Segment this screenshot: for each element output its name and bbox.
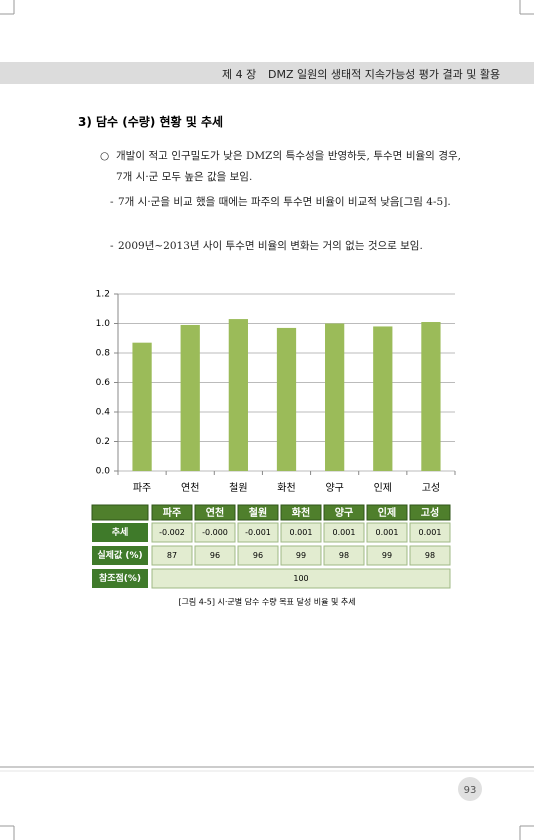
x-tick-label: 연천 [181,482,199,494]
page-number: 93 [464,785,477,796]
table-cell-text: 87 [167,551,177,560]
table-cell-text: 99 [382,551,392,560]
bullet: - [110,196,114,208]
table-cell [237,522,279,543]
bar [276,327,297,471]
bar [325,323,345,471]
x-tick-label: 철원 [229,482,247,494]
table-header: 철원 [249,506,267,519]
table-header-cell [409,504,451,521]
paragraph: - 2009년~2013년 사이 투수면 비율의 변화는 거의 없는 것으로 보… [110,236,463,257]
table-header: 화천 [292,506,310,519]
table-header-cell [280,504,322,521]
paragraph: ○ 개발이 적고 인구밀도가 낮은 DMZ의 특수성을 반영하듯, 투수면 비율… [100,146,461,188]
row-label-cell [92,546,148,565]
table-cell [366,545,408,566]
y-tick-label: 0.2 [96,437,110,447]
y-tick-label: 1.2 [96,290,110,300]
row-label-cell [92,523,148,542]
table-cell-text: 0.001 [419,528,442,537]
header-title: DMZ 일원의 생태적 지속가능성 평가 결과 및 활용 [268,68,501,81]
y-tick-label: 0.0 [96,467,111,477]
x-tick-label: 인제 [374,482,392,494]
table-cell-text: 0.001 [376,528,399,537]
table-header: 연천 [206,506,224,519]
table-cell-text: -0.002 [159,528,185,537]
table-header-cell [151,504,193,521]
y-tick-label: 0.8 [96,349,111,359]
table-cell [151,522,193,543]
table-header: 인제 [378,506,396,519]
row-label-cell [92,569,148,588]
table-header-cell [323,504,365,521]
table-cell-text: 100 [293,574,308,583]
table-cell-text: -0.001 [245,528,271,537]
caption: [그림 4-5] 시·군별 담수 수량 목표 달성 비율 및 추세 [178,597,355,607]
paragraph: - 7개 시·군을 비교 했을 때에는 파주의 투수면 비율이 비교적 낮음[그… [110,192,463,213]
bullet: - [110,240,114,252]
table-corner [91,504,149,521]
table-cell [237,545,279,566]
table-cell [194,545,236,566]
table-header: 양구 [335,507,353,519]
table-cell-text: 96 [210,551,220,560]
paragraph-text: 7개 시·군을 비교 했을 때에는 파주의 투수면 비율이 비교적 낮음[그림 … [118,196,451,208]
bar [132,342,152,471]
table-header-cell [237,504,279,521]
table-cell-text: 0.001 [290,528,313,537]
table-cell [151,545,193,566]
x-tick-label: 고성 [422,482,440,494]
table-header-cell [194,504,236,521]
row-label: 추세 [112,526,129,538]
table-header-cell [366,504,408,521]
x-tick-label: 파주 [133,482,151,494]
table-header: 파주 [163,506,181,519]
table-cell [409,545,451,566]
header-bar: 제 4 장 DMZ 일원의 생태적 지속가능성 평가 결과 및 활용 [0,62,534,84]
bullet: ○ [100,150,110,162]
table-cell-text: 99 [296,551,306,560]
table-cell-text: 96 [253,551,263,560]
table-cell [280,545,322,566]
table-cell-text: 98 [339,551,349,560]
row-label: 실제값 (%) [97,549,142,561]
row-label: 참조점(%) [99,572,141,584]
table-cell [323,522,365,543]
bar [373,326,393,471]
table-cell-text: -0.000 [202,528,228,537]
table-cell [366,522,408,543]
x-tick-label: 화천 [277,482,295,494]
table-cell [409,522,451,543]
table-cell [323,545,365,566]
table-header: 고성 [421,506,439,519]
bar [421,322,441,471]
x-tick-label: 양구 [325,482,343,494]
bar [180,324,200,471]
paragraph-text: 개발이 적고 인구밀도가 낮은 DMZ의 특수성을 반영하듯, 투수면 비율의 … [116,150,461,183]
bar [228,319,248,471]
table-cell-text: 0.001 [333,528,356,537]
y-tick-label: 0.6 [96,378,111,388]
paragraph-text: 2009년~2013년 사이 투수면 비율의 변화는 거의 없는 것으로 보임. [118,240,423,252]
y-tick-label: 0.4 [96,408,111,418]
table-cell [280,522,322,543]
chapter: 제 4 장 [222,68,257,81]
section-title: 3) 담수 (수량) 현황 및 추세 [78,115,224,129]
y-tick-label: 1.0 [96,319,111,329]
table-cell [151,568,451,589]
table-cell-text: 98 [425,551,435,560]
table-cell [194,522,236,543]
